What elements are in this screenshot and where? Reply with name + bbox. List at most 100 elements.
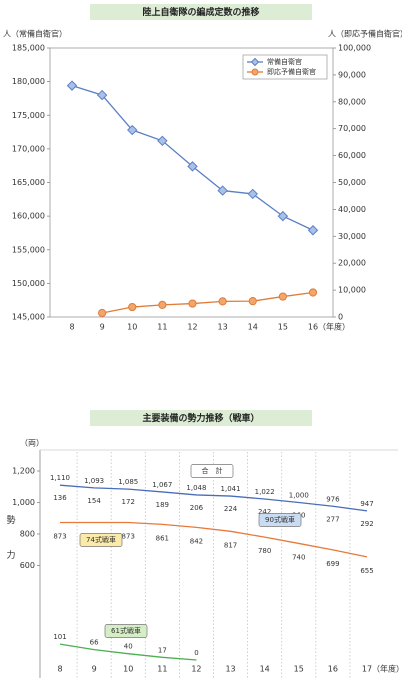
legend-label: 常備自衛官 [267, 57, 302, 66]
marker [96, 89, 108, 101]
series-line [59, 484, 368, 512]
data-label: 1,110 [50, 474, 70, 482]
y2-tick-label: 90,000 [338, 70, 366, 79]
y2-tick-label: 70,000 [338, 124, 366, 133]
y-tick-label: 160,000 [12, 212, 45, 221]
marker [158, 300, 167, 309]
series-tag [104, 624, 148, 638]
series-tag [190, 464, 234, 478]
data-label: 0 [194, 649, 198, 657]
marker [218, 297, 227, 306]
y-axis-label: 人（常備自衛官） [3, 29, 67, 39]
plot-frame [49, 47, 334, 318]
marker [128, 302, 137, 312]
y-tick-label: 155,000 [12, 245, 45, 254]
legend-marker [251, 68, 259, 76]
y2-tick-label: 60,000 [338, 151, 366, 160]
data-label: 136 [53, 494, 67, 502]
y2-tick-label: 50,000 [338, 178, 366, 187]
series-tag-label: 合 計 [202, 466, 223, 475]
data-label: 740 [292, 553, 305, 561]
data-label: 40 [124, 643, 133, 651]
y-tick-label: 180,000 [12, 77, 45, 86]
data-label: 277 [326, 515, 339, 523]
title-bar [90, 4, 312, 20]
data-label: 1,067 [152, 481, 172, 489]
x-tick-label: 12 [191, 665, 201, 674]
x-axis-label: （年度） [318, 322, 350, 332]
marker [248, 297, 257, 306]
y2-tick-label: 80,000 [338, 97, 366, 106]
y2-tick-label: 40,000 [338, 205, 366, 214]
y-tick-label: 145,000 [12, 313, 45, 322]
x-tick-label: 17 [362, 665, 372, 674]
x-tick-label: 16 [308, 323, 318, 332]
chart-title: 主要装備の勢力推移（戦車） [142, 412, 259, 424]
marker [98, 308, 107, 318]
series-tag [79, 533, 123, 547]
data-label: 861 [156, 534, 169, 542]
data-label: 655 [360, 567, 373, 575]
y-tick-label: 1,200 [12, 467, 35, 476]
data-label: 66 [90, 639, 99, 647]
y2-tick-label: 100,000 [338, 44, 371, 53]
x-tick-label: 14 [260, 665, 270, 674]
data-label: 292 [360, 520, 373, 528]
data-label: 101 [53, 633, 66, 641]
marker [217, 185, 228, 196]
data-label: 1,085 [118, 478, 138, 486]
marker [247, 188, 258, 200]
y-tick-label: 165,000 [12, 178, 45, 187]
data-label: 1,041 [221, 485, 241, 493]
series-line [59, 643, 197, 661]
series-tag-label: 74式戦車 [86, 535, 116, 544]
data-label: 224 [224, 505, 238, 513]
y-tick-label: 150,000 [12, 279, 45, 288]
data-label: 1,022 [255, 488, 275, 496]
legend-label: 即応予備自衛官 [267, 67, 316, 76]
data-label: 1,000 [289, 492, 309, 500]
data-label: 154 [87, 497, 101, 505]
x-tick-label: 16 [328, 665, 338, 674]
series-line [60, 521, 368, 558]
marker [277, 210, 289, 222]
y2-tick-label: 30,000 [338, 232, 366, 241]
x-tick-label: 14 [248, 323, 258, 332]
x-tick-label: 10 [123, 665, 133, 674]
x-tick-label: 13 [218, 323, 228, 332]
x-tick-label: 11 [157, 665, 167, 674]
y2-tick-label: 10,000 [338, 286, 366, 295]
x-tick-label: 15 [294, 665, 304, 674]
legend-box [242, 54, 328, 80]
data-label: 172 [122, 498, 135, 506]
data-label: 699 [326, 560, 339, 568]
data-label: 817 [224, 541, 237, 549]
x-tick-label: 15 [278, 323, 288, 332]
marker [157, 135, 168, 147]
data-label: 976 [326, 495, 340, 503]
marker [307, 225, 319, 236]
x-tick-label: 9 [92, 665, 97, 674]
marker [187, 161, 198, 172]
y2-axis-label: 人（即応予備自衛官） [328, 29, 402, 39]
marker [188, 299, 197, 308]
x-tick-label: 10 [127, 323, 137, 332]
data-label: 17 [158, 646, 167, 654]
legend-marker [250, 57, 260, 67]
data-label: 1,048 [186, 484, 206, 492]
x-tick-label: 8 [69, 323, 74, 332]
y-tick-label: 185,000 [12, 44, 45, 53]
y-tick-label: 175,000 [12, 111, 45, 120]
y-tick-label: 800 [20, 530, 35, 539]
data-label: 242 [258, 508, 271, 516]
series-tag-label: 90式戦車 [265, 515, 295, 524]
marker [66, 80, 78, 91]
data-label: 1,093 [84, 477, 104, 485]
y-tick-label: 1,000 [12, 498, 35, 507]
y-axis-unit: （両） [20, 439, 44, 448]
data-label: 947 [360, 500, 373, 508]
series-tag-label: 61式戦車 [111, 626, 141, 635]
x-tick-label: 13 [225, 665, 235, 674]
marker [278, 292, 287, 301]
